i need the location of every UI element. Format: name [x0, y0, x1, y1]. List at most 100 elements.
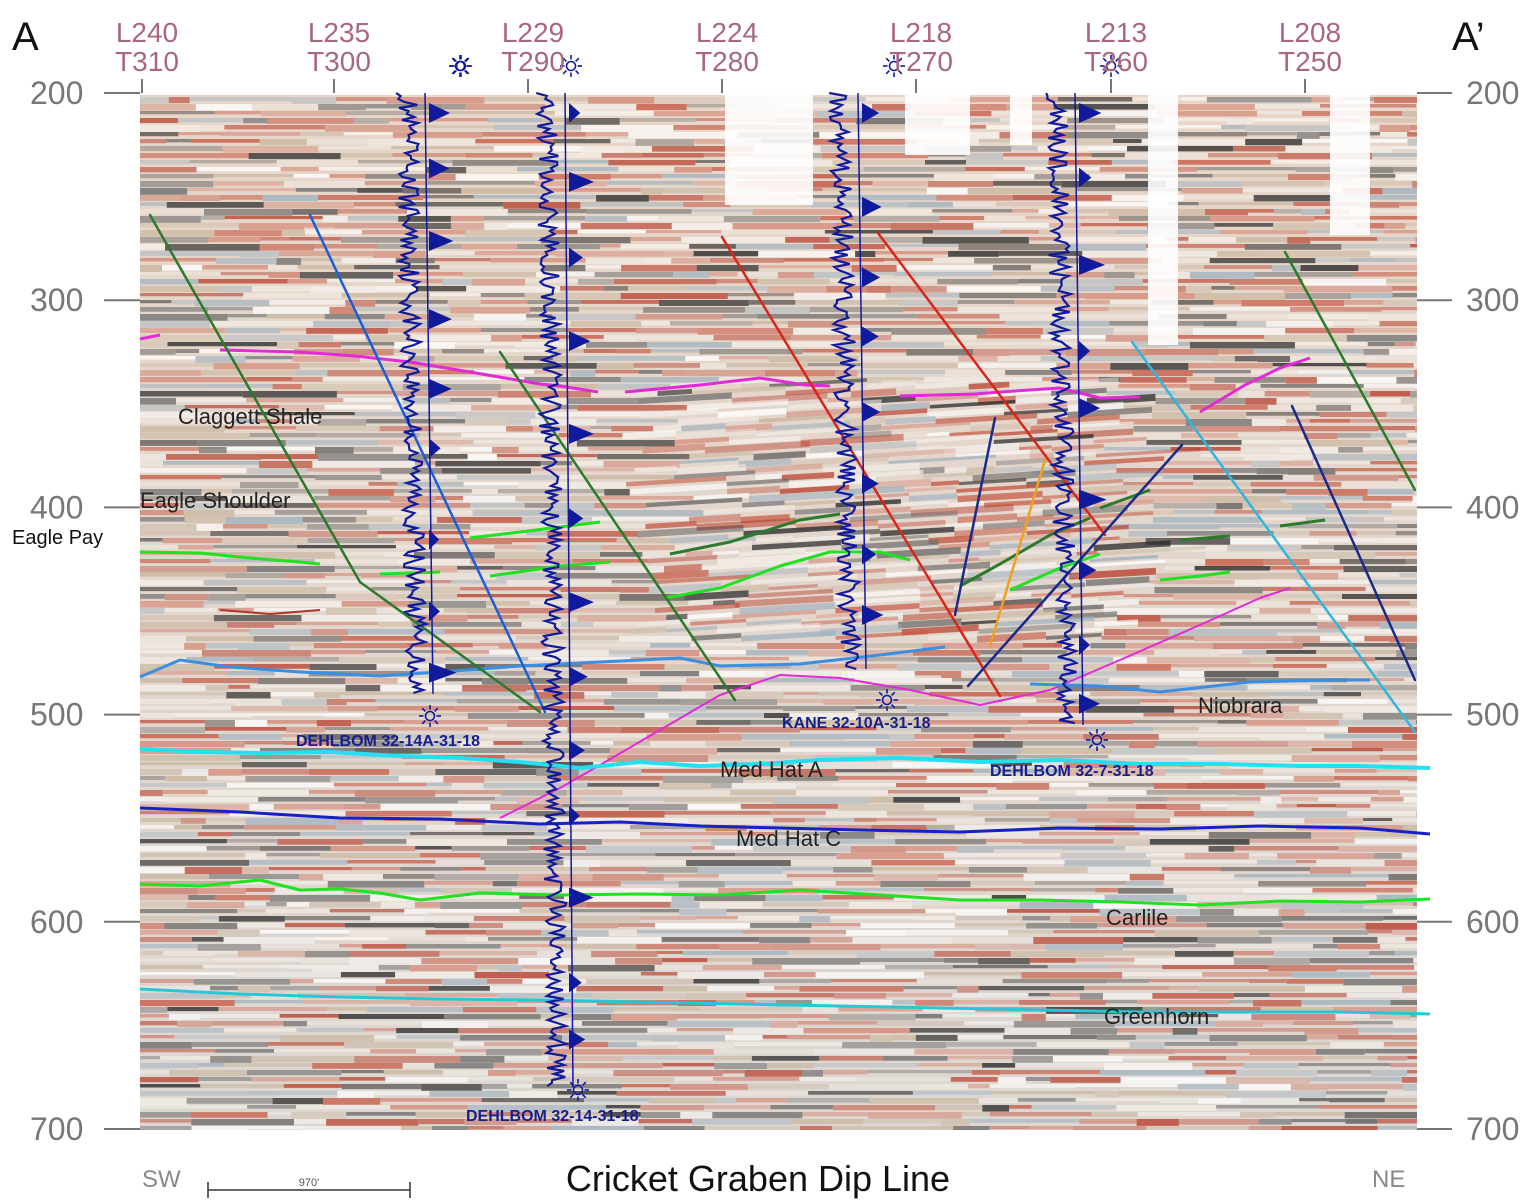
horizon-eagle-k	[1179, 534, 1231, 542]
well-synthetic-lobe	[569, 331, 591, 352]
fault-green-1b	[358, 580, 542, 714]
seismic-top-gaps	[725, 95, 1370, 345]
scale-bar: 970'	[207, 1177, 411, 1198]
well-synthetic-lobe	[862, 544, 877, 565]
well-synthetic-lobe	[569, 740, 585, 761]
trace-number: T300	[307, 46, 371, 77]
well-bore	[564, 92, 574, 1088]
line-number: L213	[1085, 17, 1147, 48]
time-label-right: 200	[1466, 75, 1519, 111]
well-synthetic-lobe	[429, 438, 441, 459]
time-label-right: 400	[1466, 489, 1519, 525]
well-log-2	[534, 55, 595, 1101]
well-log-curve	[826, 91, 863, 671]
well-synthetic-lobe	[862, 402, 881, 423]
well-top-symbol-icon	[560, 55, 582, 77]
well-bore	[857, 92, 867, 670]
time-axis-left: 200 300 400 500 600 700	[30, 75, 140, 1147]
well-synthetic-lobe	[569, 247, 583, 268]
well-synthetic-lobe	[1079, 693, 1101, 714]
horizon-eagle-i	[1099, 488, 1151, 510]
horizon-med-hat-a	[139, 747, 1431, 770]
trace-number: T310	[115, 46, 179, 77]
trace-number: T290	[501, 46, 565, 77]
trace-number: T280	[695, 46, 759, 77]
well-synthetic-lobe	[862, 473, 879, 494]
fault-blue-1	[308, 213, 547, 714]
horizon-lightblue-upper	[139, 645, 946, 679]
well-label-dehlbom-32-14a: DEHLBOM 32-14A-31-18	[296, 733, 480, 750]
well-bottom-symbol-icon	[876, 689, 898, 711]
corner-label-a: A	[12, 15, 39, 59]
well-synthetic-lobe	[1079, 398, 1101, 419]
well-synthetic-lobe	[569, 972, 582, 993]
line-number: L224	[696, 17, 758, 48]
well-bottom-symbol-icon	[1086, 729, 1108, 751]
well-bottom-symbol-icon	[419, 705, 441, 727]
horizon-magenta-shallow-d	[899, 386, 1141, 400]
well-log-1	[395, 55, 472, 727]
fault-navy-1	[953, 416, 997, 617]
horizon-magenta-shallow-b	[219, 348, 599, 394]
well-synthetic-lobe	[429, 158, 450, 179]
well-label-dehlbom-32-14: DEHLBOM 32-14-31-18	[466, 1108, 639, 1125]
well-synthetic-lobe	[862, 326, 879, 347]
horizon-lightblue-niobrara	[1029, 678, 1370, 694]
horizon-eagle-f	[664, 550, 911, 600]
formation-label-niobrara: Niobrara	[1198, 693, 1283, 718]
time-label-left: 200	[30, 75, 83, 111]
fault-navy-3	[1290, 404, 1417, 682]
formation-label-greenhorn: Greenhorn	[1104, 1004, 1209, 1029]
well-synthetic-lobe	[1079, 254, 1106, 275]
scale-bar-label: 970'	[299, 1177, 319, 1189]
line-number: L229	[502, 17, 564, 48]
horizon-eagle-a	[139, 550, 321, 566]
time-label-left: 600	[30, 904, 83, 940]
horizon-eagle-e	[669, 512, 841, 556]
well-synthetic-lobe	[569, 805, 580, 826]
fault-green-1	[148, 213, 362, 584]
well-synthetic-lobe	[429, 601, 440, 622]
well-synthetic-lobe	[862, 196, 882, 217]
time-label-right: 700	[1466, 1111, 1519, 1147]
time-label-right: 500	[1466, 697, 1519, 733]
well-synthetic-lobe	[862, 604, 884, 625]
fault-orange-1	[988, 458, 1047, 648]
seismic-image	[140, 95, 1417, 1130]
well-label-kane-32-10a: KANE 32-10A-31-18	[782, 715, 931, 732]
well-labels: DEHLBOM 32-14A-31-18 DEHLBOM 32-14-31-18…	[296, 715, 1154, 1125]
well-synthetic-lobe	[429, 309, 452, 330]
well-synthetic-lobe	[1079, 635, 1091, 656]
well-log-curve	[1045, 92, 1080, 725]
well-synthetic-lobe	[1079, 103, 1102, 123]
well-synthetic-lobe	[569, 887, 594, 908]
fault-red-1	[720, 235, 1002, 698]
well-top-symbol-icon	[883, 55, 905, 77]
horizon-eagle-l	[1279, 518, 1326, 528]
well-synthetic-lobe	[1079, 489, 1107, 510]
well-log-3	[826, 55, 905, 711]
well-synthetic-lobe	[569, 592, 595, 613]
horizon-carlile	[139, 878, 1431, 907]
well-synthetic-lobe	[429, 529, 440, 550]
horizon-magenta-deep	[499, 587, 1291, 819]
fault-navy-2	[966, 443, 1184, 688]
well-log-curve	[534, 91, 572, 1087]
well-synthetic-lobe	[569, 508, 584, 529]
well-synthetic-lobe	[569, 423, 594, 444]
trace-number: T260	[1084, 46, 1148, 77]
well-bottom-symbol-icon	[567, 1079, 589, 1101]
time-label-left: 500	[30, 697, 83, 733]
trace-number: T270	[889, 46, 953, 77]
time-label-right: 300	[1466, 282, 1519, 318]
formation-labels: Claggett Shale Eagle Shoulder Eagle Pay …	[12, 404, 1283, 1029]
well-log-curve	[395, 92, 430, 695]
fault-cyan-1	[1130, 340, 1417, 734]
figure-title: Cricket Graben Dip Line	[566, 1158, 950, 1199]
well-synthetic-lobe	[429, 662, 457, 683]
